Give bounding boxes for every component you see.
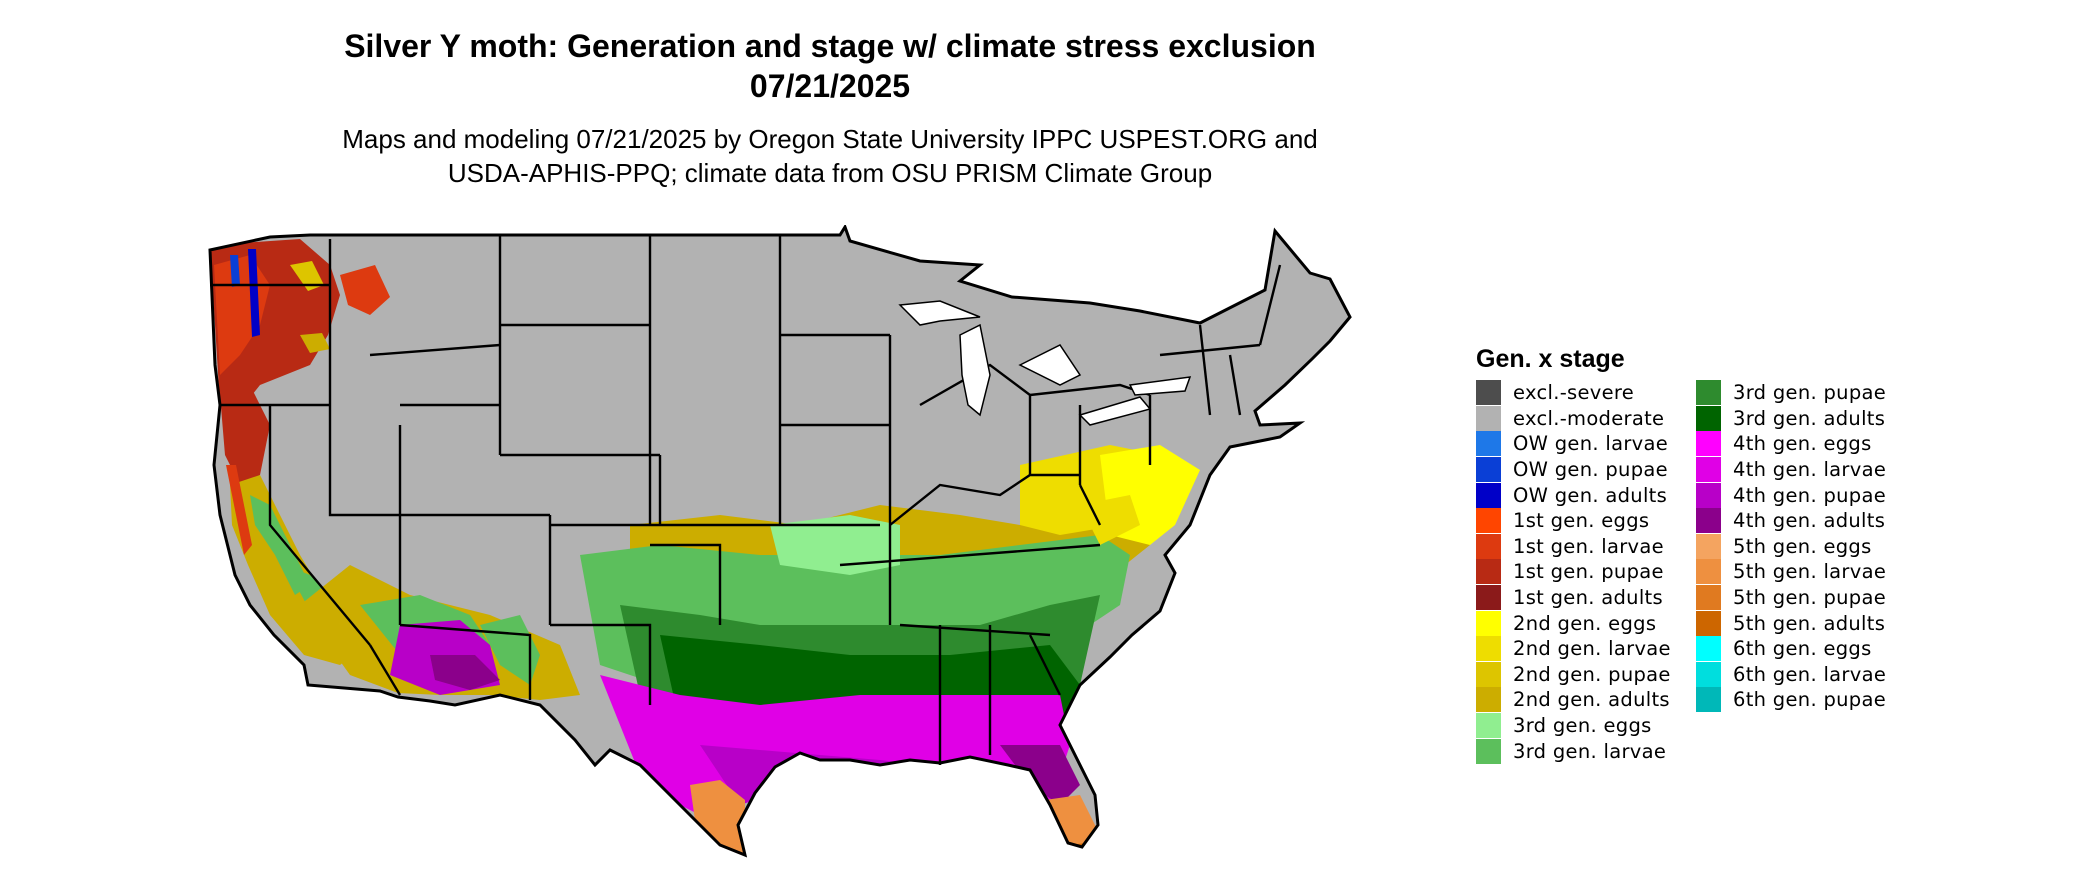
- legend-item: 1st gen. larvae: [1476, 533, 1671, 560]
- legend-label: OW gen. pupae: [1513, 458, 1668, 482]
- legend-swatch: [1476, 431, 1501, 457]
- legend-swatch: [1476, 585, 1501, 611]
- legend-item: 2nd gen. eggs: [1476, 610, 1671, 636]
- legend-item: 5th gen. larvae: [1696, 559, 1886, 585]
- us-map-svg: [208, 225, 1352, 857]
- legend-label: 1st gen. adults: [1513, 586, 1663, 610]
- legend-item: 6th gen. eggs: [1696, 636, 1886, 662]
- legend-label: 2nd gen. adults: [1513, 688, 1670, 712]
- map-date: 07/21/2025: [749, 68, 911, 104]
- legend-item: 4th gen. adults: [1696, 508, 1886, 534]
- legend-item: excl.-severe: [1476, 380, 1671, 406]
- legend-item: 5th gen. pupae: [1696, 585, 1886, 611]
- legend-column-2: 3rd gen. pupae 3rd gen. adults 4th gen. …: [1696, 380, 1886, 713]
- legend-swatch: [1476, 713, 1501, 739]
- map-credit-line-1: Maps and modeling 07/21/2025 by Oregon S…: [342, 124, 1318, 154]
- legend-item: 2nd gen. larvae: [1476, 636, 1671, 662]
- legend-swatch: [1696, 457, 1721, 483]
- legend-label: 6th gen. larvae: [1733, 662, 1887, 686]
- legend-label: 5th gen. larvae: [1733, 560, 1887, 584]
- legend-swatch: [1696, 661, 1721, 687]
- legend-label: excl.-moderate: [1513, 406, 1665, 430]
- legend-item: 2nd gen. adults: [1476, 687, 1671, 713]
- legend-label: 3rd gen. pupae: [1733, 381, 1887, 405]
- legend-label: 1st gen. eggs: [1513, 509, 1650, 533]
- legend-swatch: [1476, 610, 1501, 636]
- legend-swatch: [1696, 508, 1721, 534]
- legend-label: 3rd gen. eggs: [1513, 714, 1652, 738]
- legend-item: 2nd gen. pupae: [1476, 661, 1671, 688]
- legend-swatch: [1696, 482, 1721, 508]
- legend-swatch: [1476, 508, 1501, 534]
- legend-label: 2nd gen. pupae: [1513, 662, 1671, 686]
- legend-label: 1st gen. pupae: [1513, 560, 1664, 584]
- legend-item: OW gen. pupae: [1476, 457, 1671, 483]
- legend-item: 1st gen. pupae: [1476, 559, 1671, 585]
- legend-swatch: [1696, 431, 1721, 457]
- map-credit-line-2: USDA-APHIS-PPQ; climate data from OSU PR…: [447, 158, 1213, 188]
- legend-label: 2nd gen. larvae: [1513, 637, 1671, 661]
- legend-item: 3rd gen. larvae: [1476, 738, 1671, 764]
- legend-swatch: [1476, 482, 1501, 508]
- legend-swatch: [1476, 738, 1501, 764]
- us-map: [200, 225, 1400, 890]
- legend-label: OW gen. larvae: [1513, 432, 1669, 456]
- legend-label: 2nd gen. eggs: [1513, 611, 1657, 635]
- legend-item: excl.-moderate: [1476, 405, 1671, 432]
- legend-label: excl.-severe: [1513, 381, 1635, 405]
- legend-swatch: [1476, 636, 1501, 662]
- legend-item: 5th gen. eggs: [1696, 533, 1886, 560]
- legend-swatch: [1476, 405, 1501, 431]
- legend-label: 4th gen. larvae: [1733, 458, 1887, 482]
- legend-swatch: [1476, 559, 1501, 585]
- legend-title: Gen. x stage: [1476, 345, 1625, 373]
- legend-item: 5th gen. adults: [1696, 610, 1886, 636]
- legend-item: 4th gen. larvae: [1696, 457, 1886, 483]
- legend-label: 5th gen. adults: [1733, 611, 1886, 635]
- legend-label: 4th gen. eggs: [1733, 432, 1872, 456]
- legend-item: 6th gen. pupae: [1696, 687, 1886, 713]
- legend-item: 1st gen. adults: [1476, 585, 1671, 611]
- legend-item: 3rd gen. adults: [1696, 405, 1886, 432]
- legend-label: 6th gen. eggs: [1733, 637, 1872, 661]
- legend-label: 5th gen. eggs: [1733, 534, 1872, 558]
- legend-label: OW gen. adults: [1513, 483, 1668, 507]
- legend-label: 4th gen. adults: [1733, 509, 1886, 533]
- legend-label: 5th gen. pupae: [1733, 586, 1887, 610]
- legend-item: 3rd gen. eggs: [1476, 713, 1671, 739]
- legend-swatch: [1696, 636, 1721, 662]
- legend-item: 3rd gen. pupae: [1696, 380, 1886, 406]
- legend-label: 4th gen. pupae: [1733, 483, 1887, 507]
- legend-item: 1st gen. eggs: [1476, 508, 1671, 534]
- legend-item: 4th gen. eggs: [1696, 431, 1886, 457]
- legend-item: 6th gen. larvae: [1696, 661, 1887, 688]
- legend-swatch: [1476, 533, 1501, 559]
- legend-label: 6th gen. pupae: [1733, 688, 1887, 712]
- legend-swatch: [1476, 457, 1501, 483]
- legend-label: 3rd gen. adults: [1733, 406, 1886, 430]
- legend-item: OW gen. larvae: [1476, 431, 1671, 457]
- legend-swatch: [1476, 380, 1501, 406]
- legend-swatch: [1696, 405, 1721, 431]
- legend-swatch: [1696, 559, 1721, 585]
- map-title: Silver Y moth: Generation and stage w/ c…: [344, 28, 1316, 64]
- legend-item: OW gen. adults: [1476, 482, 1671, 508]
- legend-swatch: [1476, 661, 1501, 687]
- legend-swatch: [1476, 687, 1501, 713]
- legend-swatch: [1696, 585, 1721, 611]
- legend-label: 3rd gen. larvae: [1513, 739, 1667, 763]
- legend-item: 4th gen. pupae: [1696, 482, 1886, 508]
- legend-swatch: [1696, 533, 1721, 559]
- legend-column-1: excl.-severe excl.-moderate OW gen. larv…: [1476, 380, 1671, 764]
- legend-swatch: [1696, 687, 1721, 713]
- legend-swatch: [1696, 380, 1721, 406]
- legend-swatch: [1696, 610, 1721, 636]
- legend-label: 1st gen. larvae: [1513, 534, 1664, 558]
